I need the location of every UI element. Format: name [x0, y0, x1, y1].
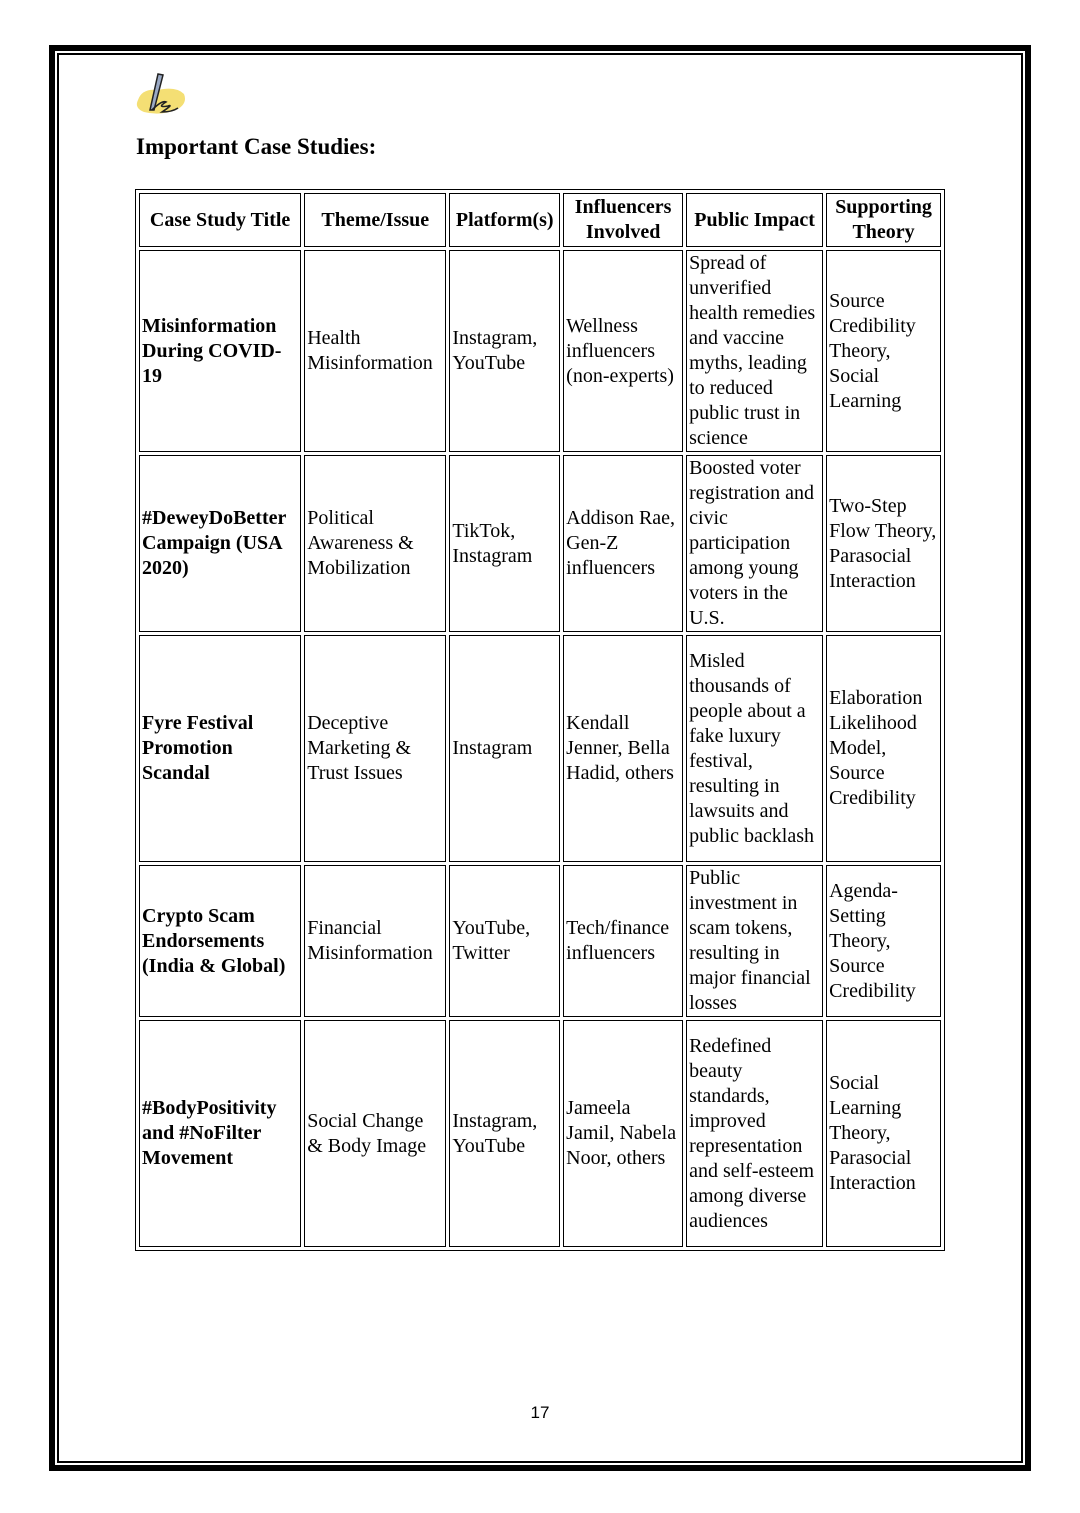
cell-influencers: Wellness influencers (non-experts)	[563, 250, 684, 452]
cell-theory: Source Credibility Theory, Social Learni…	[826, 250, 941, 452]
cell-title: #DeweyDoBetter Campaign (USA 2020)	[139, 455, 302, 632]
table-row: #BodyPositivity and #NoFilter Movement S…	[139, 1020, 941, 1247]
page-number: 17	[530, 1403, 550, 1422]
cell-influencers: Kendall Jenner, Bella Hadid, others	[563, 635, 684, 862]
pen-writing-icon	[136, 73, 185, 114]
cell-theory: Social Learning Theory, Parasocial Inter…	[826, 1020, 941, 1247]
cell-influencers: Tech/finance influencers	[563, 865, 684, 1017]
cell-impact: Redefined beauty standards, improved rep…	[686, 1020, 824, 1247]
table-row: Crypto Scam Endorsements (India & Global…	[139, 865, 941, 1017]
cell-theme: Deceptive Marketing & Trust Issues	[304, 635, 447, 862]
cell-theme: Financial Misinformation	[304, 865, 447, 1017]
table-row: #DeweyDoBetter Campaign (USA 2020) Polit…	[139, 455, 941, 632]
cell-title: Misinformation During COVID-19	[139, 250, 302, 452]
cell-platforms: Instagram, YouTube	[449, 250, 561, 452]
cell-theory: Elaboration Likelihood Model, Source Cre…	[826, 635, 941, 862]
cell-title: #BodyPositivity and #NoFilter Movement	[139, 1020, 302, 1247]
table-row: Misinformation During COVID-19 Health Mi…	[139, 250, 941, 452]
case-studies-table: Case Study Title Theme/Issue Platform(s)…	[135, 189, 945, 1251]
cell-influencers: Addison Rae, Gen-Z influencers	[563, 455, 684, 632]
cell-impact: Spread of unverified health remedies and…	[686, 250, 824, 452]
cell-impact: Public investment in scam tokens, result…	[686, 865, 824, 1017]
cell-theory: Agenda-Setting Theory, Source Credibilit…	[826, 865, 941, 1017]
header-case-study-title: Case Study Title	[139, 193, 302, 247]
header-platforms: Platform(s)	[449, 193, 561, 247]
cell-theme: Health Misinformation	[304, 250, 447, 452]
cell-theme: Social Change & Body Image	[304, 1020, 447, 1247]
cell-impact: Boosted voter registration and civic par…	[686, 455, 824, 632]
cell-theory: Two-Step Flow Theory, Parasocial Interac…	[826, 455, 941, 632]
header-public-impact: Public Impact	[686, 193, 824, 247]
page-border-outer	[49, 45, 1031, 1471]
cell-title: Crypto Scam Endorsements (India & Global…	[139, 865, 302, 1017]
header-supporting-theory: Supporting Theory	[826, 193, 941, 247]
cell-platforms: Instagram	[449, 635, 561, 862]
page-heading: Important Case Studies:	[136, 134, 377, 159]
cell-impact: Misled thousands of people about a fake …	[686, 635, 824, 862]
table-header-row: Case Study Title Theme/Issue Platform(s)…	[139, 193, 941, 247]
cell-platforms: Instagram, YouTube	[449, 1020, 561, 1247]
cell-platforms: YouTube, Twitter	[449, 865, 561, 1017]
cell-influencers: Jameela Jamil, Nabela Noor, others	[563, 1020, 684, 1247]
cell-title: Fyre Festival Promotion Scandal	[139, 635, 302, 862]
header-influencers: Influencers Involved	[563, 193, 684, 247]
header-theme-issue: Theme/Issue	[304, 193, 447, 247]
page-border-inner	[57, 53, 1023, 1463]
cell-theme: Political Awareness & Mobilization	[304, 455, 447, 632]
cell-platforms: TikTok, Instagram	[449, 455, 561, 632]
table-row: Fyre Festival Promotion Scandal Deceptiv…	[139, 635, 941, 862]
